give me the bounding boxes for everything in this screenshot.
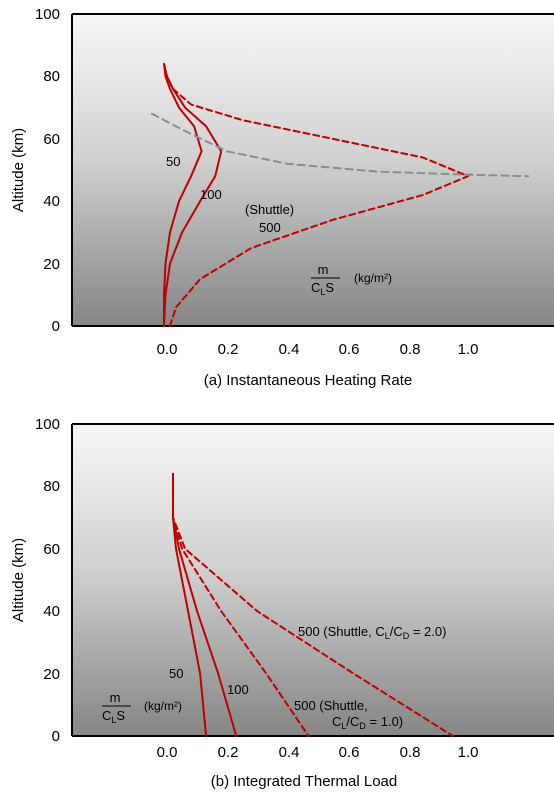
units-label-a: m CLS (kg/m²) [311, 262, 392, 297]
x-tick-label: 0.2 [218, 341, 239, 358]
x-ticks-a: 0.0 0.2 0.4 0.6 0.8 1.0 [157, 341, 479, 358]
x-tick-label: 0.2 [218, 744, 239, 761]
series-label-500-b-line2: CL/CD = 1.0) [332, 714, 403, 731]
series-label-500-a-line2: 500 [259, 220, 281, 235]
x-tick-label: 1.0 [458, 744, 479, 761]
series-label-500-b-cl2: 500 (Shuttle, CL/CD = 2.0) [298, 624, 446, 641]
y-tick-label: 40 [43, 193, 60, 210]
units-label-b: m CLS (kg/m²) [102, 690, 182, 725]
units-numerator: m [110, 690, 121, 705]
series-line-a-0 [163, 62, 203, 327]
series-line-a-1 [163, 62, 223, 327]
series-label-100-a: 100 [200, 187, 222, 202]
x-tick-label: 0.4 [279, 341, 300, 358]
x-ticks-b: 0.0 0.2 0.4 0.6 0.8 1.0 [157, 744, 479, 761]
units-denominator: CLS [102, 708, 125, 725]
series-group-b [172, 472, 454, 737]
y-axis-title-b: Altitude (km) [10, 538, 27, 622]
y-axis-title-a: Altitude (km) [10, 128, 27, 212]
panel-b: 0 20 40 60 80 100 0.0 0.2 0.4 0.6 0.8 1.… [10, 416, 554, 790]
x-tick-label: 0.4 [279, 744, 300, 761]
y-tick-label: 60 [43, 541, 60, 558]
plot-area-a [72, 14, 554, 326]
caption-a: (a) Instantaneous Heating Rate [204, 372, 412, 389]
y-tick-label: 100 [35, 416, 60, 433]
units-unit: (kg/m²) [354, 271, 392, 285]
x-tick-label: 0.8 [400, 744, 421, 761]
y-tick-label: 100 [35, 6, 60, 23]
series-line-a-2 [166, 75, 469, 327]
series-group-a [150, 62, 530, 327]
series-label-500-b-line1: 500 (Shuttle, [294, 698, 368, 713]
y-ticks-b: 0 20 40 60 80 100 [35, 416, 60, 745]
y-tick-label: 60 [43, 131, 60, 148]
y-ticks-a: 0 20 40 60 80 100 [35, 6, 60, 335]
y-tick-label: 80 [43, 68, 60, 85]
units-unit: (kg/m²) [144, 699, 182, 713]
x-tick-label: 0.6 [339, 744, 360, 761]
series-line-a-3 [150, 112, 530, 178]
units-numerator: m [318, 262, 329, 277]
y-tick-label: 80 [43, 478, 60, 495]
series-line-b-3 [172, 472, 454, 737]
y-tick-label: 20 [43, 666, 60, 683]
series-label-500-a-line1: (Shuttle) [245, 202, 294, 217]
units-denominator: CLS [311, 280, 334, 297]
x-tick-label: 0.0 [157, 341, 178, 358]
y-tick-label: 40 [43, 603, 60, 620]
y-tick-label: 0 [52, 318, 60, 335]
x-tick-label: 1.0 [458, 341, 479, 358]
series-label-50-b: 50 [169, 666, 183, 681]
series-label-100-b: 100 [227, 682, 249, 697]
x-tick-label: 0.8 [400, 341, 421, 358]
y-tick-label: 20 [43, 256, 60, 273]
panel-a: 0 20 40 60 80 100 0.0 0.2 0.4 0.6 0.8 1.… [10, 6, 554, 389]
x-tick-label: 0.0 [157, 744, 178, 761]
caption-b: (b) Integrated Thermal Load [211, 773, 398, 790]
x-tick-label: 0.6 [339, 341, 360, 358]
plot-area-b [72, 424, 554, 736]
series-label-50-a: 50 [166, 154, 180, 169]
y-tick-label: 0 [52, 728, 60, 745]
